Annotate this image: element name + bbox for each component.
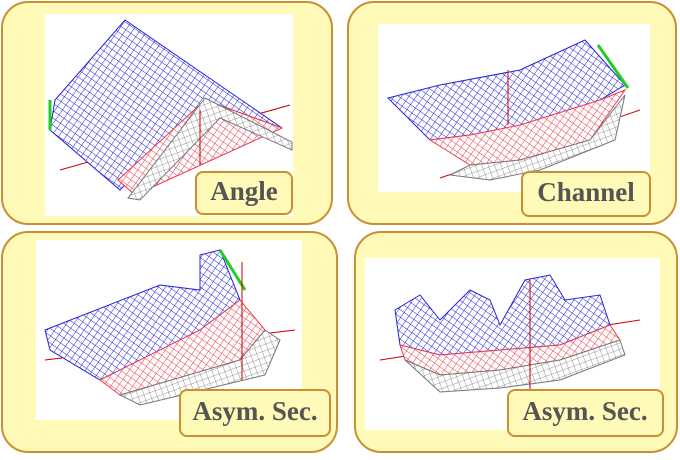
label-boxes [179, 171, 664, 437]
panel-label: Channel [537, 177, 635, 207]
asym-mesh-2 [379, 274, 641, 393]
panel-label: Angle [210, 176, 278, 206]
angle-mesh [48, 19, 293, 201]
panel-label: Asym. Sec. [192, 396, 317, 426]
asym-mesh-1 [44, 249, 296, 406]
panel-label: Asym. Sec. [522, 396, 647, 426]
channel-mesh [387, 39, 641, 181]
